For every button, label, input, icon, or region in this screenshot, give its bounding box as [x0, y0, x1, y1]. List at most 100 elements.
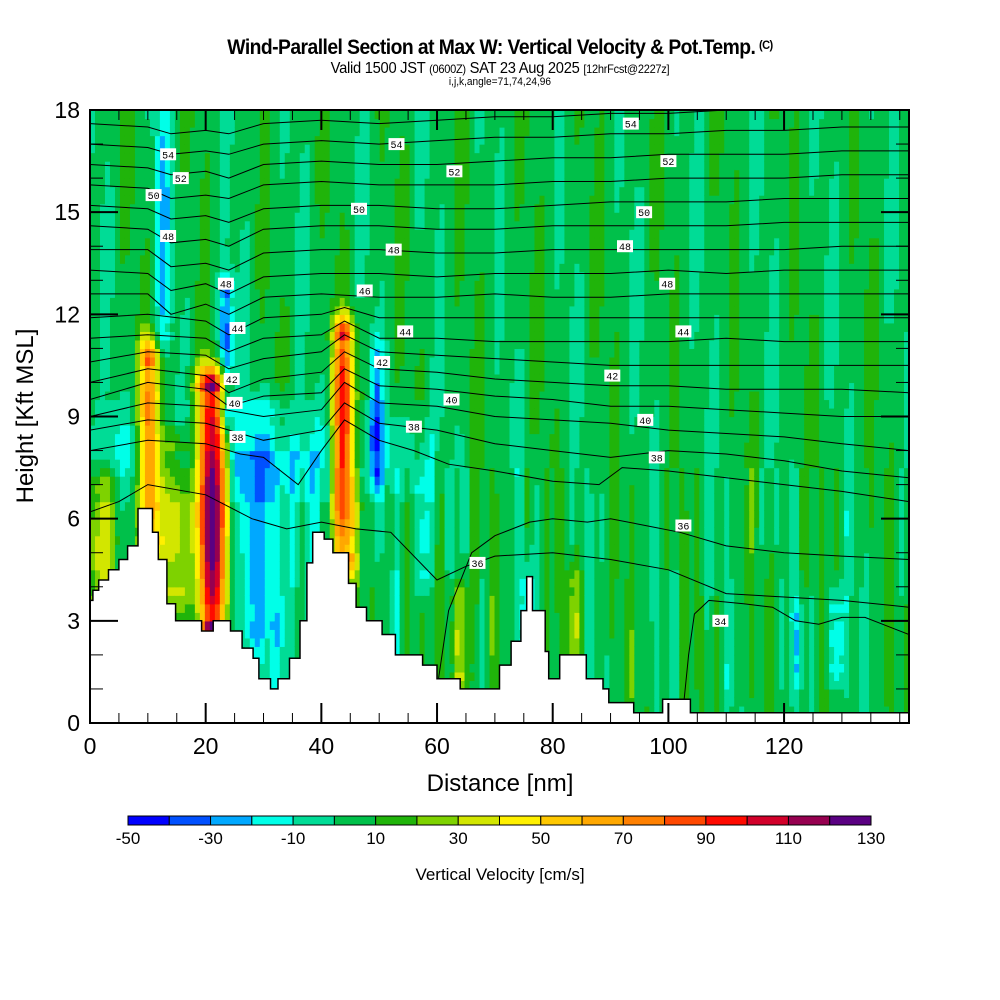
w-cell [389, 169, 396, 179]
w-cell [424, 127, 431, 137]
w-cell [279, 552, 286, 562]
w-cell [354, 382, 361, 392]
w-cell [99, 322, 106, 332]
w-cell [239, 586, 246, 596]
w-cell [129, 280, 136, 290]
w-cell [224, 433, 231, 443]
w-cell [409, 348, 416, 358]
w-cell [229, 203, 236, 213]
w-cell [319, 305, 326, 315]
w-cell [144, 348, 151, 358]
w-cell [304, 535, 311, 545]
w-cell [309, 178, 316, 188]
w-cell [174, 527, 181, 537]
w-cell [174, 382, 181, 392]
w-cell [109, 288, 116, 298]
w-cell [379, 161, 386, 171]
w-cell [159, 382, 166, 392]
w-cell [94, 144, 101, 154]
w-cell [429, 586, 436, 596]
w-cell [239, 365, 246, 375]
w-cell [189, 152, 196, 162]
w-cell [419, 144, 426, 154]
w-cell [209, 110, 216, 120]
w-cell [339, 305, 346, 315]
w-cell [209, 373, 216, 384]
w-cell [174, 348, 181, 358]
w-cell [224, 484, 231, 494]
w-cell [229, 382, 236, 392]
w-cell [284, 484, 291, 494]
w-cell [389, 433, 396, 443]
w-cell [294, 365, 301, 375]
w-cell [219, 144, 226, 154]
w-cell [429, 612, 436, 622]
w-cell [369, 246, 376, 256]
w-cell [419, 229, 426, 239]
w-cell [299, 237, 306, 247]
w-cell [254, 416, 261, 426]
w-cell [229, 144, 236, 154]
w-cell [239, 297, 246, 307]
w-cell [274, 161, 281, 171]
w-cell [394, 595, 401, 605]
w-cell [114, 399, 121, 409]
w-cell [274, 127, 281, 137]
w-cell [284, 229, 291, 239]
w-cell [174, 612, 181, 622]
w-cell [164, 305, 171, 315]
w-cell [249, 220, 256, 230]
w-cell [239, 493, 246, 503]
w-cell [269, 297, 276, 307]
w-cell [129, 518, 136, 528]
w-cell [254, 246, 261, 256]
w-cell [284, 110, 291, 120]
w-cell [124, 297, 131, 307]
w-cell [254, 288, 261, 298]
w-cell [359, 569, 366, 579]
w-cell [404, 305, 411, 315]
w-cell [404, 561, 411, 571]
w-cell [164, 263, 171, 273]
w-cell [264, 322, 271, 332]
w-cell [369, 305, 376, 315]
w-cell [419, 433, 426, 443]
w-cell [139, 127, 146, 137]
w-cell [309, 254, 316, 264]
w-cell [394, 501, 401, 511]
w-cell [294, 586, 301, 596]
w-cell [204, 586, 211, 596]
w-cell [409, 637, 416, 647]
w-cell [249, 407, 256, 418]
w-cell [429, 603, 436, 613]
w-cell [264, 407, 271, 418]
w-cell [114, 237, 121, 247]
w-cell [334, 195, 341, 205]
w-cell [144, 305, 151, 315]
w-cell [319, 467, 326, 477]
w-cell [274, 654, 281, 664]
w-cell [154, 280, 161, 290]
w-cell [324, 212, 331, 222]
w-cell [254, 595, 261, 605]
w-cell [329, 271, 336, 281]
w-cell [429, 331, 436, 341]
w-cell [184, 425, 191, 435]
w-cell [239, 254, 246, 264]
w-cell [199, 467, 206, 477]
w-cell [274, 552, 281, 562]
w-cell [364, 127, 371, 137]
w-cell [199, 331, 206, 341]
w-cell [219, 161, 226, 171]
title-text: Wind-Parallel Section at Max W: Vertical… [227, 36, 756, 59]
w-cell [379, 297, 386, 307]
w-cell [249, 390, 256, 401]
w-cell [374, 161, 381, 171]
w-cell [259, 382, 266, 392]
w-cell [219, 118, 226, 128]
w-cell [304, 305, 311, 315]
w-cell [429, 416, 436, 426]
w-cell [274, 305, 281, 315]
w-cell [214, 322, 221, 332]
w-cell [414, 314, 421, 324]
